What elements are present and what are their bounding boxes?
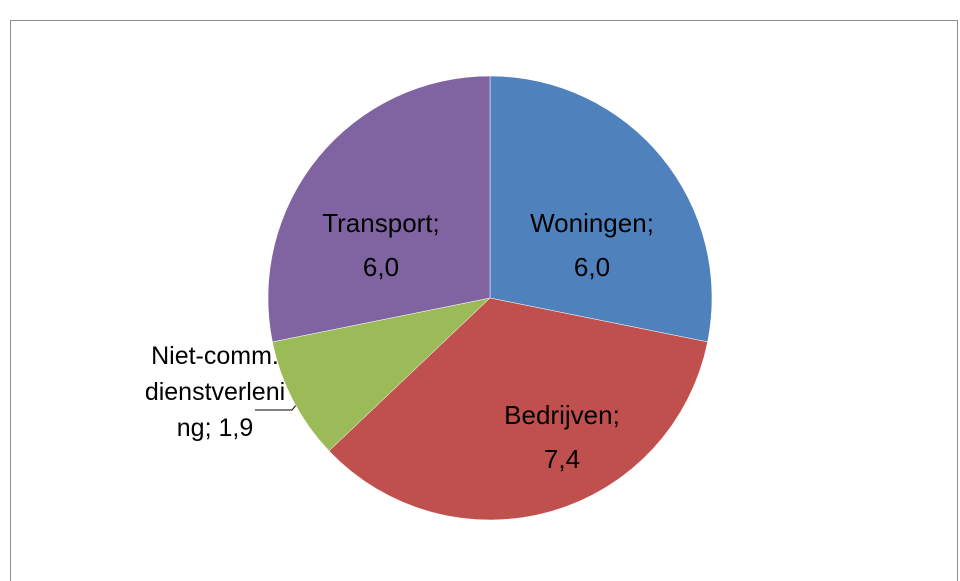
label-value: 6,0 (363, 252, 399, 282)
label-category: Bedrijven (504, 400, 612, 430)
data-labels: Woningen; 6,0 Bedrijven; 7,4 Niet-comm. dien… (140, 208, 654, 474)
label-separator: ; (433, 208, 440, 238)
leader-line (255, 403, 298, 411)
pie-slice (328, 297, 708, 521)
pie-slice (272, 297, 491, 452)
label-category: Niet-comm. dienstverlening (144, 342, 286, 442)
label-category: Transport (322, 208, 433, 238)
label-separator: ; (647, 208, 654, 238)
label-text: Niet-comm. dienstverlening; 1,9 (140, 338, 290, 446)
data-label: Transport; 6,0 (322, 208, 440, 282)
pie-slice (489, 75, 713, 343)
pie (267, 75, 713, 521)
data-label: Bedrijven; 7,4 (504, 400, 620, 474)
label-separator: ; (204, 414, 212, 442)
data-label: Woningen; 6,0 (530, 208, 654, 282)
label-separator: ; (613, 400, 620, 430)
label-value: 7,4 (544, 444, 580, 474)
pie-slice (267, 75, 491, 343)
data-label: Niet-comm. dienstverlening; 1,9 (140, 338, 290, 446)
label-value: 6,0 (574, 252, 610, 282)
label-value: 1,9 (218, 414, 254, 442)
label-category: Woningen (530, 208, 647, 238)
